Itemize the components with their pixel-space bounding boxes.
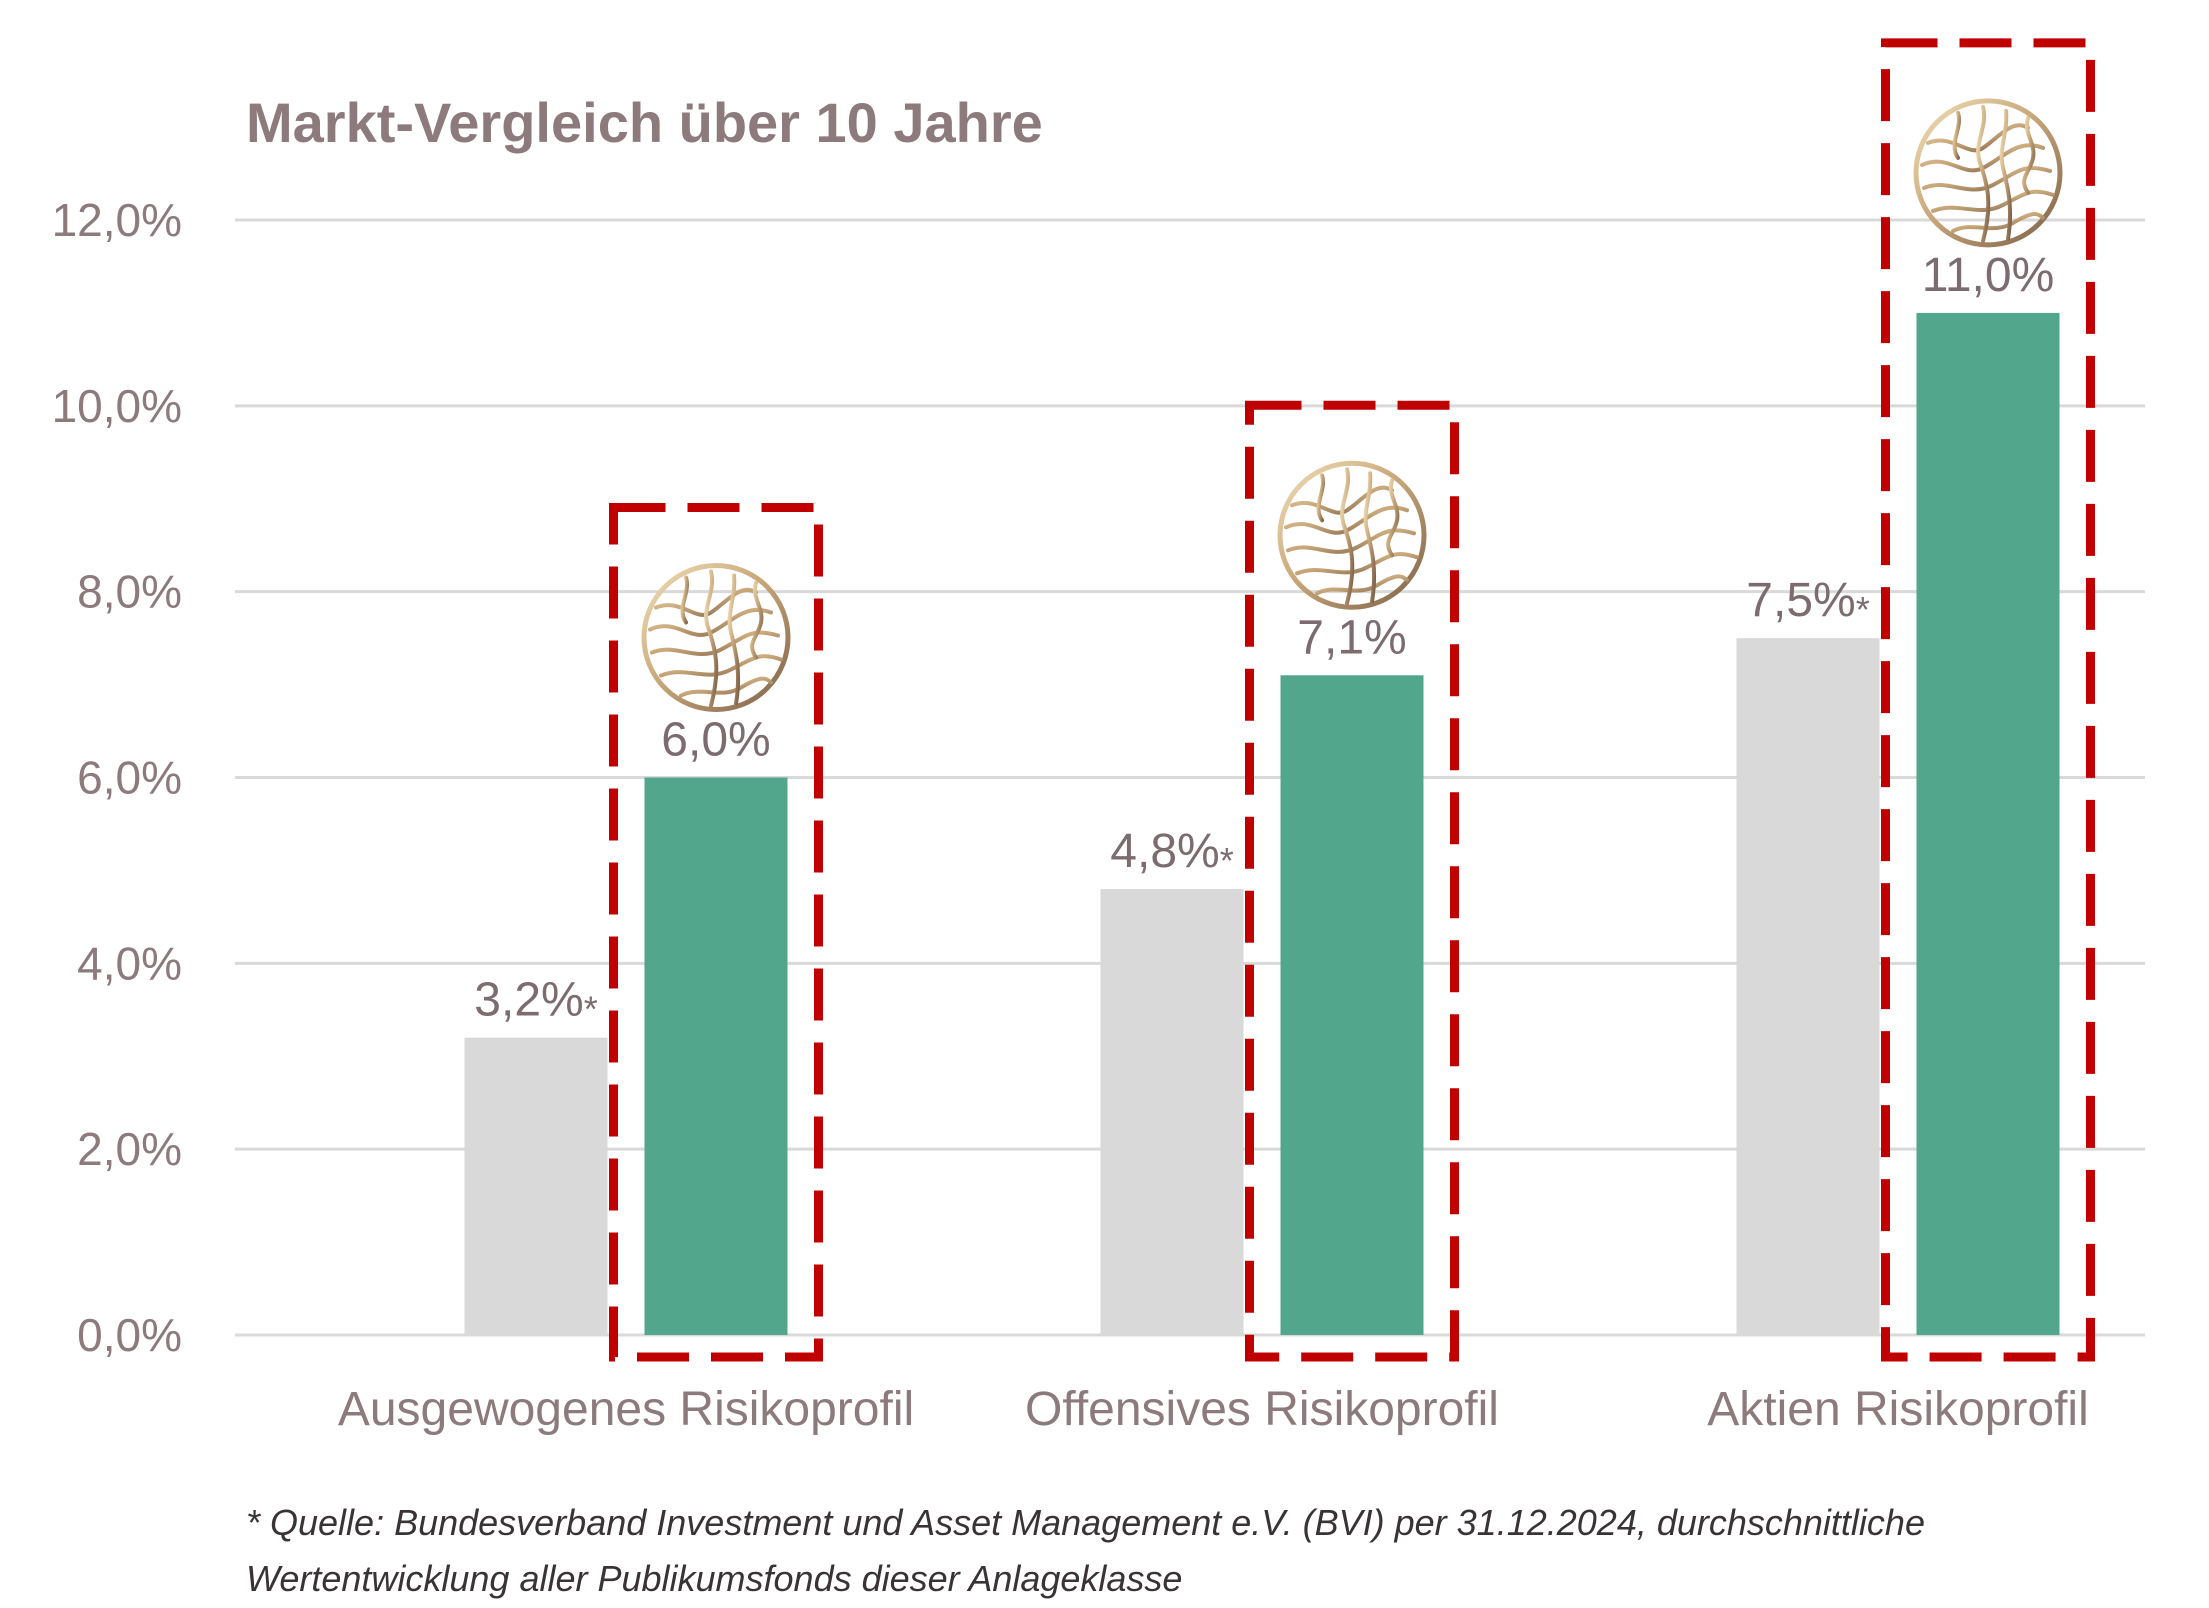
y-tick-label: 8,0%: [77, 566, 182, 618]
bar-portfolio: [1916, 312, 2060, 1336]
y-axis: 0,0% 2,0% 4,0% 6,0% 8,0% 10,0% 12,0%: [52, 194, 182, 1361]
x-axis: Ausgewogenes Risikoprofil Offensives Risi…: [338, 1383, 2089, 1436]
y-tick-label: 10,0%: [52, 380, 182, 432]
tree-ring-logo-icon: [1277, 460, 1427, 610]
y-tick-label: 4,0%: [77, 937, 182, 989]
footnote-line-2: Wertentwicklung aller Publikumsfonds die…: [246, 1558, 1183, 1599]
data-label-asterisk: *: [584, 989, 598, 1030]
tree-ring-logo-icon: [1913, 98, 2063, 248]
data-label: 7,1%: [1297, 611, 1406, 664]
data-label: 3,2%*: [474, 974, 597, 1030]
highlight-frame: [609, 503, 823, 1362]
data-label: 6,0%: [661, 714, 770, 767]
data-label-asterisk: *: [1856, 589, 1870, 630]
bar-portfolio: [1280, 675, 1424, 1335]
tree-ring-logo-icon: [641, 563, 791, 712]
y-tick-label: 0,0%: [77, 1309, 182, 1361]
category-label: Aktien Risikoprofil: [1707, 1383, 2088, 1436]
y-tick-label: 12,0%: [52, 194, 182, 246]
category-label: Offensives Risikoprofil: [1025, 1383, 1499, 1436]
y-tick-label: 2,0%: [77, 1123, 182, 1175]
y-tick-label: 6,0%: [77, 752, 182, 804]
highlight-frame: [1245, 400, 1459, 1362]
bar-portfolio: [644, 777, 788, 1335]
data-label: 4,8%*: [1110, 825, 1233, 881]
data-labels: 3,2%* 6,0% 4,8%* 7,1% 7,5%* 11,0%: [474, 249, 2054, 1030]
bar-market-average: [1736, 638, 1880, 1335]
category-label: Ausgewogenes Risikoprofil: [338, 1383, 914, 1436]
footnote-line-1: * Quelle: Bundesverband Investment und A…: [246, 1502, 1925, 1543]
highlight-frames: [609, 38, 2095, 1362]
data-label-asterisk: *: [1220, 840, 1234, 881]
highlight-frame: [1881, 38, 2095, 1362]
bar-market-average: [1100, 889, 1244, 1335]
chart-title: Markt-Vergleich über 10 Jahre: [246, 91, 1043, 154]
data-label: 11,0%: [1922, 249, 2055, 302]
bars: [464, 312, 2060, 1336]
data-label: 7,5%*: [1746, 574, 1869, 630]
source-footnote: * Quelle: Bundesverband Investment und A…: [246, 1495, 2146, 1607]
bar-market-average: [464, 1037, 608, 1335]
